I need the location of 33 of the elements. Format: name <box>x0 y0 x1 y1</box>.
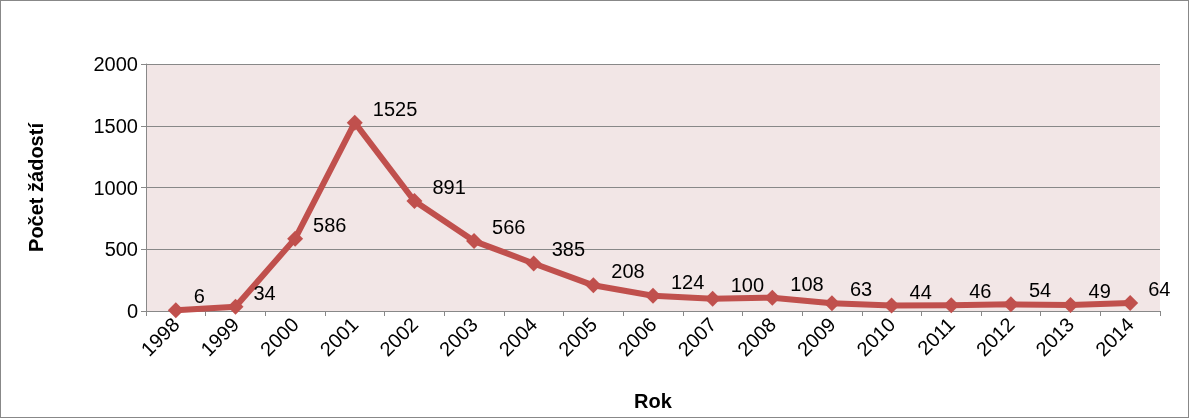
data-label: 124 <box>671 270 705 293</box>
data-label: 566 <box>492 216 526 239</box>
data-label: 1525 <box>372 97 418 120</box>
point <box>645 287 661 304</box>
data-label: 100 <box>730 273 765 296</box>
y-tick-label: 1500 <box>93 114 138 137</box>
y-tick-label: 2000 <box>93 53 138 75</box>
data-label: 385 <box>551 238 586 261</box>
point <box>1122 295 1139 312</box>
point <box>466 233 483 250</box>
data-label: 44 <box>909 280 932 303</box>
point <box>287 230 304 247</box>
data-label: 64 <box>1148 278 1171 301</box>
y-tick-label: 500 <box>104 238 138 261</box>
point <box>585 277 602 294</box>
data-label: 108 <box>790 272 824 295</box>
point <box>406 192 423 209</box>
data-label: 46 <box>969 280 992 303</box>
y-tick-label: 0 <box>126 300 138 322</box>
data-label: 208 <box>611 260 645 283</box>
point <box>525 255 542 272</box>
x-axis-title: Rok <box>634 390 673 412</box>
data-label: 49 <box>1088 279 1111 302</box>
data-label: 6 <box>193 285 205 308</box>
data-label: 34 <box>253 281 276 304</box>
point <box>346 114 363 131</box>
point <box>167 302 184 319</box>
data-label: 891 <box>432 175 466 198</box>
y-axis-title: Počet žádostí <box>25 121 47 252</box>
data-label: 54 <box>1028 279 1052 302</box>
data-label: 63 <box>849 278 873 301</box>
y-tick-label: 1000 <box>93 176 138 199</box>
data-label: 586 <box>313 213 347 236</box>
